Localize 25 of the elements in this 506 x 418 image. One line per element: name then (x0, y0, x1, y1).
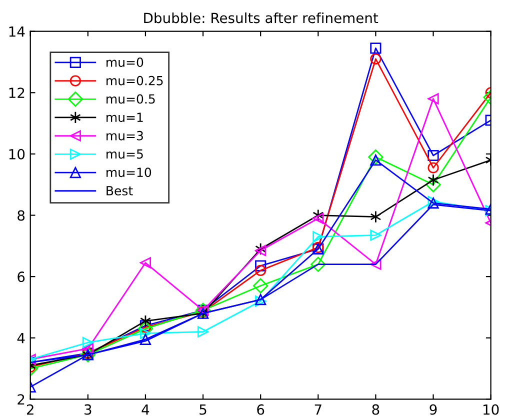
y-tick-label: 4 (17, 333, 25, 344)
legend-label: mu=0.25 (106, 76, 163, 86)
chart-title: Dbubble: Results after refinement (144, 12, 378, 24)
legend-label: mu=5 (106, 149, 143, 159)
legend-label: mu=10 (106, 168, 152, 178)
legend-label: Best (106, 186, 133, 196)
y-tick-label: 12 (9, 88, 24, 98)
x-tick-label: 3 (84, 404, 92, 415)
y-tick-label: 10 (9, 148, 25, 160)
y-tick-label: 14 (9, 26, 25, 37)
legend-label: mu=3 (106, 130, 143, 140)
legend-label: mu=0.5 (106, 94, 155, 104)
x-tick-label: 4 (142, 404, 150, 415)
x-tick-label: 5 (200, 404, 206, 415)
x-tick-label: 7 (314, 404, 322, 415)
legend-label: mu=0 (106, 58, 144, 67)
x-tick-label: 8 (372, 404, 380, 415)
y-tick-label: 6 (18, 272, 25, 282)
x-tick-label: 9 (430, 404, 437, 415)
y-tick-label: 2 (18, 394, 24, 404)
x-tick-label: 2 (26, 404, 34, 415)
y-tick-label: 8 (18, 210, 25, 221)
legend-label: mu=1 (106, 112, 143, 122)
x-tick-label: 6 (257, 404, 264, 415)
x-tick-label: 10 (484, 404, 499, 415)
